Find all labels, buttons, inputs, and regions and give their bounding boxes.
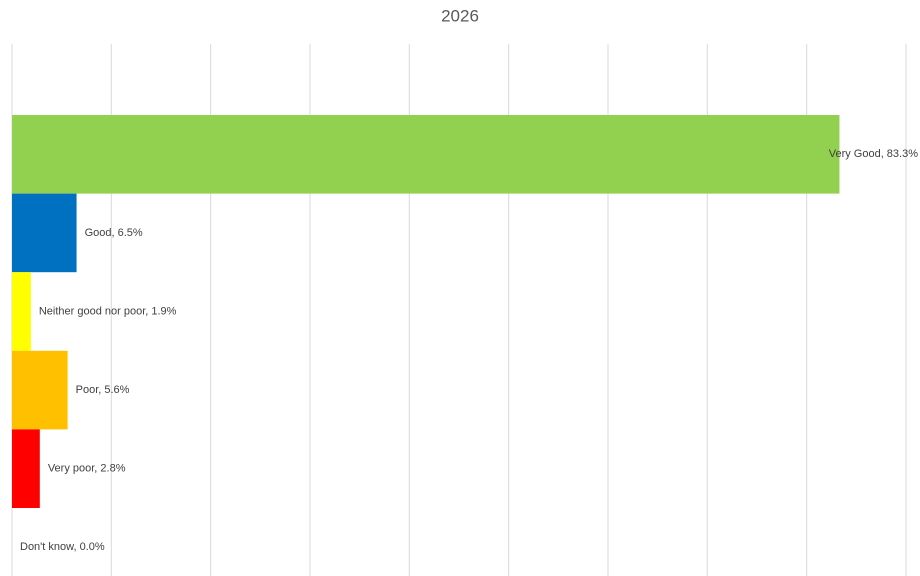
data-label: Very poor, 2.8% — [48, 463, 126, 475]
bar — [12, 115, 840, 194]
chart-title: 2026 — [441, 6, 479, 25]
bar — [12, 429, 40, 508]
data-label: Good, 6.5% — [85, 227, 143, 239]
data-label: Poor, 5.6% — [76, 384, 130, 396]
bar — [12, 350, 68, 430]
data-label: Neither good nor poor, 1.9% — [39, 305, 177, 317]
bar — [12, 193, 77, 273]
bar — [12, 272, 31, 351]
data-label: Don't know, 0.0% — [20, 541, 105, 553]
data-label: Very Good, 83.3% — [829, 148, 918, 160]
